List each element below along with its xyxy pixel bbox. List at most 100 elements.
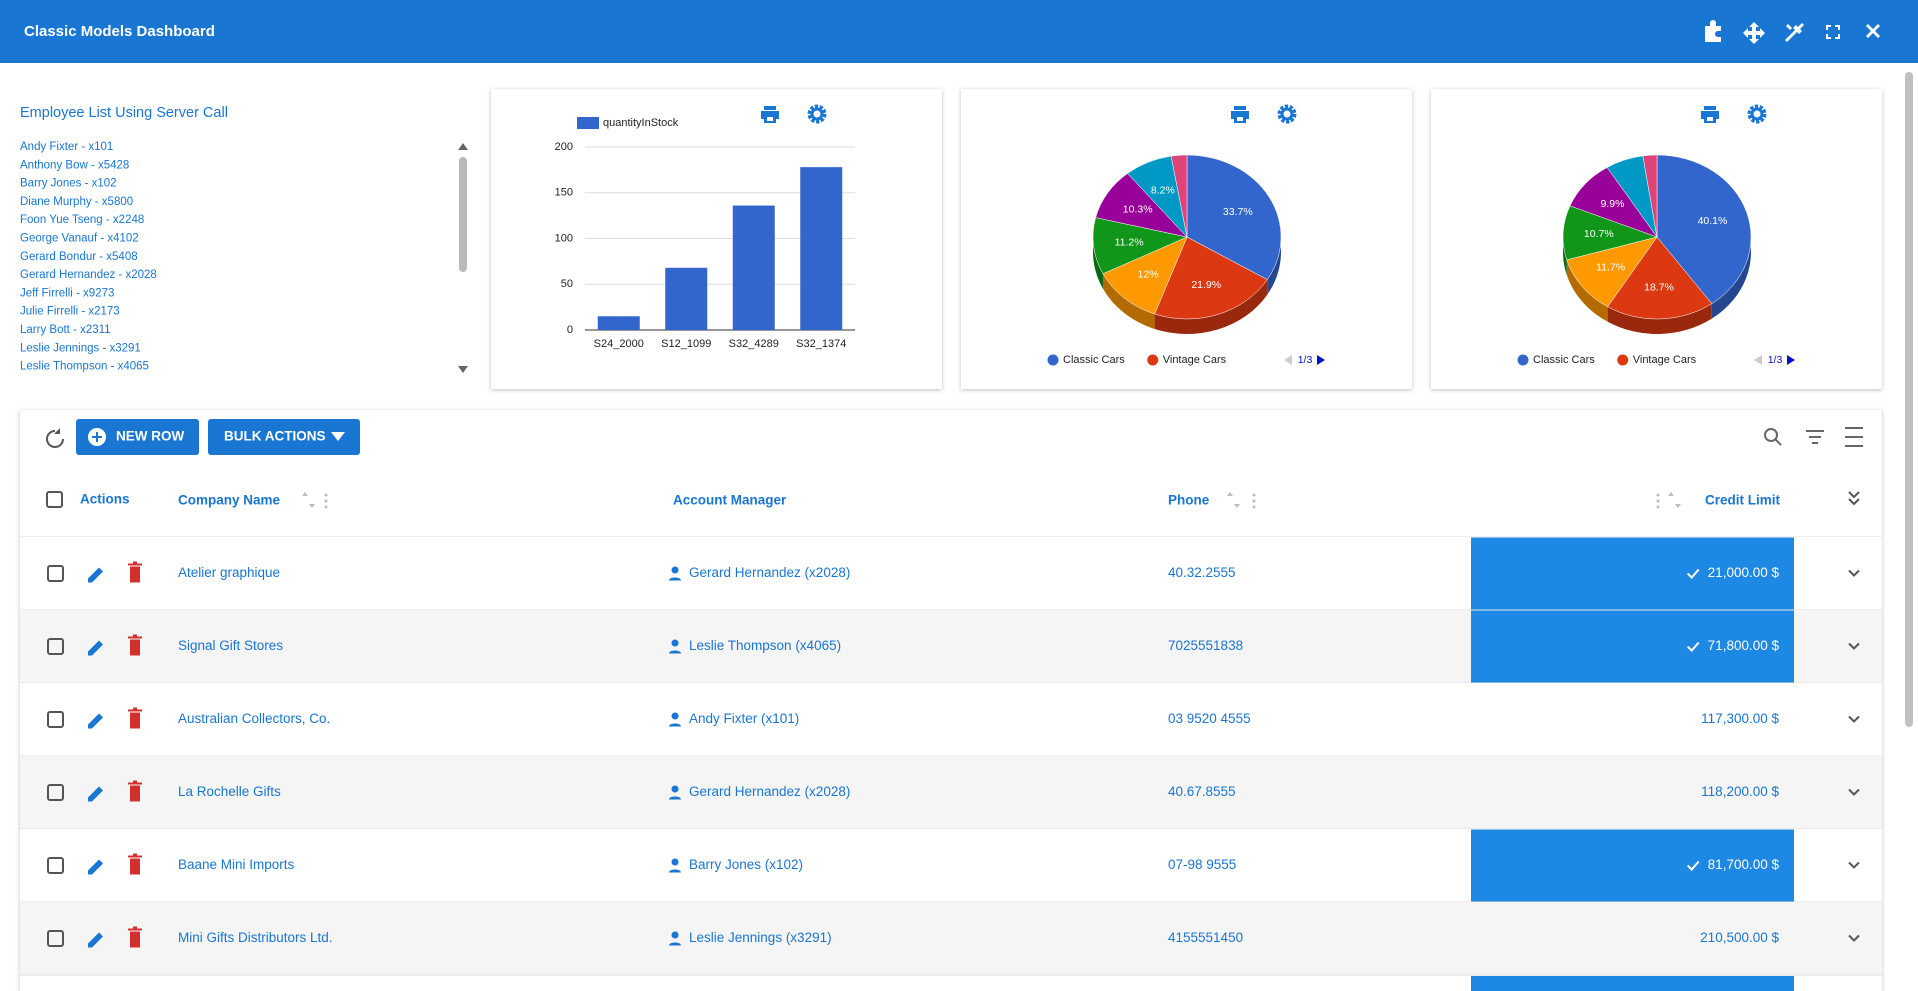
expand-row-icon[interactable] — [1848, 788, 1860, 796]
settings-icon[interactable] — [1277, 104, 1297, 124]
company-name[interactable]: Baane Mini Imports — [178, 857, 295, 872]
legend-next[interactable] — [1317, 355, 1325, 365]
employee-item[interactable]: Gerard Bondur - x5408 — [20, 251, 138, 263]
scroll-down[interactable] — [458, 366, 468, 373]
search-icon[interactable] — [1764, 428, 1778, 442]
expand-row-icon[interactable] — [1848, 861, 1860, 869]
move-icon[interactable] — [1743, 22, 1765, 44]
employee-item[interactable]: Foon Yue Tseng - x2248 — [20, 214, 144, 226]
expand-row-icon[interactable] — [1848, 934, 1860, 942]
print-icon[interactable] — [761, 106, 779, 123]
print-icon[interactable] — [1231, 106, 1249, 123]
pie-slice[interactable] — [1656, 154, 1752, 304]
account-manager[interactable]: Leslie Jennings (x3291) — [689, 930, 832, 945]
employee-item[interactable]: Jeff Firrelli - x9273 — [20, 287, 114, 299]
account-manager[interactable]: Gerard Hernandez (x2028) — [689, 565, 850, 580]
expand-row-icon[interactable] — [1848, 569, 1860, 577]
edit-icon[interactable] — [88, 640, 103, 656]
delete-icon[interactable] — [128, 634, 142, 656]
extensions-icon[interactable] — [1705, 20, 1721, 42]
column-header[interactable]: Account Manager — [673, 493, 787, 508]
bulk-actions-button[interactable] — [208, 419, 360, 455]
employee-item[interactable]: Diane Murphy - x5800 — [20, 196, 133, 208]
settings-icon[interactable] — [807, 104, 827, 124]
new-row-button[interactable] — [76, 419, 199, 455]
settings-icon[interactable] — [1747, 104, 1767, 124]
pie-side — [1092, 217, 1103, 289]
print-icon[interactable] — [1701, 106, 1719, 123]
refresh-icon[interactable] — [46, 430, 64, 448]
list-scrollbar[interactable] — [459, 157, 467, 272]
company-name[interactable]: Mini Gifts Distributors Ltd. — [178, 930, 333, 945]
account-manager[interactable]: Gerard Hernandez (x2028) — [689, 784, 850, 799]
company-name[interactable]: Atelier graphique — [178, 565, 280, 580]
select-all-checkbox[interactable] — [46, 491, 63, 508]
edit-icon[interactable] — [88, 932, 103, 948]
slice-label: 40.1% — [1698, 215, 1728, 227]
account-manager[interactable]: Andy Fixter (x101) — [689, 711, 799, 726]
credit-limit: 71,800.00 $ — [1708, 638, 1780, 653]
delete-icon[interactable] — [128, 561, 142, 583]
company-name[interactable]: Signal Gift Stores — [178, 638, 283, 653]
employee-item[interactable]: Andy Fixter - x101 — [20, 141, 113, 153]
delete-icon[interactable] — [128, 926, 142, 948]
row-checkbox[interactable] — [47, 711, 64, 728]
fullscreen-icon[interactable] — [1826, 25, 1840, 39]
column-header[interactable]: Credit Limit — [1705, 493, 1781, 508]
column-header[interactable]: Actions — [80, 492, 130, 507]
employee-item[interactable]: Leslie Jennings - x3291 — [20, 342, 141, 354]
expand-row-icon[interactable] — [1848, 715, 1860, 723]
menu-icon[interactable] — [1845, 427, 1863, 447]
pie-slice[interactable] — [1607, 236, 1713, 320]
row-checkbox[interactable] — [47, 638, 64, 655]
company-name[interactable]: La Rochelle Gifts — [178, 784, 281, 799]
page-scrollbar[interactable] — [1905, 72, 1913, 727]
pie-slice[interactable] — [1092, 217, 1188, 275]
pie-slice[interactable] — [1170, 154, 1188, 238]
legend-prev[interactable] — [1754, 355, 1762, 365]
employee-item[interactable]: Barry Jones - x102 — [20, 178, 117, 190]
delete-icon[interactable] — [128, 707, 142, 729]
employee-item[interactable]: Leslie Thompson - x4065 — [20, 361, 149, 373]
scroll-up[interactable] — [458, 143, 468, 150]
employee-item[interactable]: Anthony Bow - x5428 — [20, 159, 129, 171]
close-icon[interactable] — [1866, 24, 1880, 38]
row-checkbox[interactable] — [47, 930, 64, 947]
sort-icon[interactable] — [302, 492, 315, 508]
column-header[interactable]: Phone — [1168, 493, 1210, 508]
pie-slice[interactable] — [1186, 154, 1282, 280]
expand-all-icon[interactable] — [1848, 491, 1860, 506]
employee-item[interactable]: George Vanauf - x4102 — [20, 233, 139, 245]
sort-icon[interactable] — [1227, 492, 1240, 508]
edit-icon[interactable] — [88, 713, 103, 729]
column-header[interactable]: Company Name — [178, 493, 281, 508]
edit-icon[interactable] — [88, 567, 103, 583]
delete-icon[interactable] — [128, 780, 142, 802]
row-checkbox[interactable] — [47, 565, 64, 582]
employee-item[interactable]: Gerard Hernandez - x2028 — [20, 269, 157, 281]
row-checkbox[interactable] — [47, 857, 64, 874]
filter-icon[interactable] — [1806, 430, 1824, 444]
employee-item[interactable]: Julie Firrelli - x2173 — [20, 306, 120, 318]
edit-icon[interactable] — [88, 859, 103, 875]
edit-icon[interactable] — [88, 786, 103, 802]
pie-slice[interactable] — [1102, 236, 1188, 315]
employee-item[interactable]: Larry Bott - x2311 — [20, 324, 111, 336]
bar — [597, 316, 640, 330]
company-name[interactable]: Australian Collectors, Co. — [178, 711, 330, 726]
delete-icon[interactable] — [128, 853, 142, 875]
legend-next[interactable] — [1787, 355, 1795, 365]
legend-prev[interactable] — [1284, 355, 1292, 365]
account-manager[interactable]: Barry Jones (x102) — [689, 857, 803, 872]
tools-icon[interactable] — [1785, 23, 1804, 42]
phone: 4155551450 — [1168, 930, 1243, 945]
row-checkbox[interactable] — [47, 784, 64, 801]
sort-icon[interactable] — [1668, 492, 1681, 508]
phone: 07-98 9555 — [1168, 857, 1236, 872]
account-manager[interactable]: Leslie Thompson (x4065) — [689, 638, 841, 653]
settings-hub — [1280, 107, 1294, 121]
pie-slice[interactable] — [1154, 236, 1268, 320]
pie-slice[interactable] — [1566, 236, 1658, 308]
pie-slice[interactable] — [1642, 154, 1658, 238]
expand-row-icon[interactable] — [1848, 642, 1860, 650]
